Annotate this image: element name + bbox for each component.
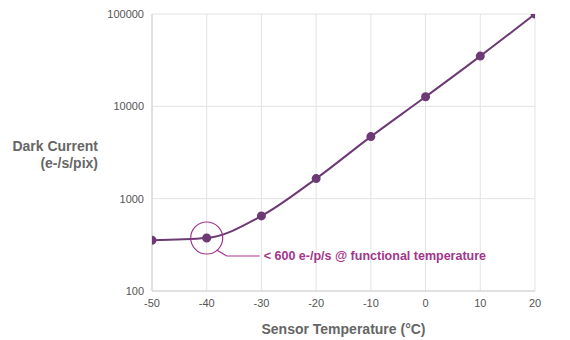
svg-text:-40: -40 xyxy=(199,297,215,309)
svg-text:-20: -20 xyxy=(308,297,324,309)
html-text:Dark Current: Dark Current xyxy=(12,138,98,154)
svg-text:-30: -30 xyxy=(253,297,269,309)
svg-text:20: 20 xyxy=(529,297,541,309)
svg-text:-10: -10 xyxy=(363,297,379,309)
svg-text:100: 100 xyxy=(126,285,144,297)
svg-text:100000: 100000 xyxy=(107,8,144,20)
html-text:(e-/s/pix): (e-/s/pix) xyxy=(40,155,98,171)
svg-text:1000: 1000 xyxy=(120,193,144,205)
html-text:Sensor Temperature (°C): Sensor Temperature (°C) xyxy=(261,321,426,337)
svg-text:< 600 e-/p/s @ functional temp: < 600 e-/p/s @ functional temperature xyxy=(264,249,486,263)
svg-text:10000: 10000 xyxy=(113,100,144,112)
svg-text:10: 10 xyxy=(474,297,486,309)
svg-text:-50: -50 xyxy=(144,297,160,309)
svg-text:0: 0 xyxy=(423,297,429,309)
